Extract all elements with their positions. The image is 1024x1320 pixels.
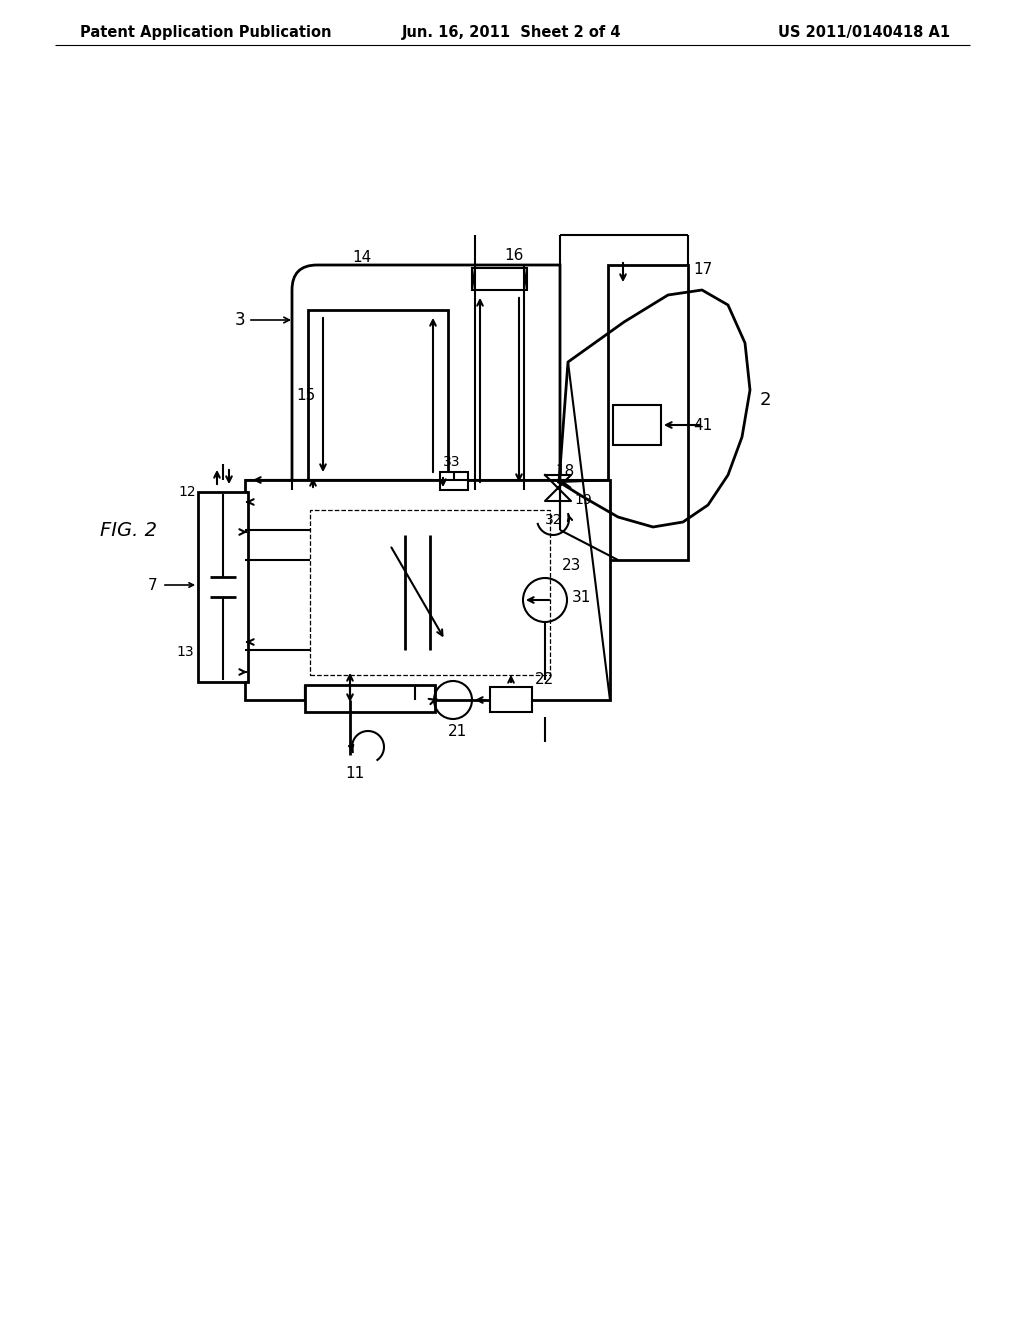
Text: 7: 7 — [148, 578, 158, 593]
Bar — [310, 510, 550, 675]
Text: FIG. 2: FIG. 2 — [100, 520, 157, 540]
Text: 33: 33 — [443, 455, 461, 469]
Text: 23: 23 — [562, 558, 582, 573]
Text: 22: 22 — [535, 672, 554, 686]
Bar — [198, 492, 248, 682]
Text: 3: 3 — [234, 312, 246, 329]
Text: Patent Application Publication: Patent Application Publication — [80, 25, 332, 40]
Text: 13: 13 — [176, 645, 194, 659]
Bar — [490, 686, 532, 711]
Text: 14: 14 — [352, 249, 372, 264]
Bar — [608, 265, 688, 560]
Text: Jun. 16, 2011  Sheet 2 of 4: Jun. 16, 2011 Sheet 2 of 4 — [402, 25, 622, 40]
Text: 11: 11 — [345, 766, 365, 780]
Text: 31: 31 — [572, 590, 592, 605]
Text: 15: 15 — [296, 388, 315, 403]
Bar — [245, 480, 610, 700]
Bar — [613, 405, 662, 445]
Bar — [305, 685, 435, 711]
Text: 16: 16 — [505, 248, 524, 264]
Text: 17: 17 — [693, 263, 713, 277]
Text: 12: 12 — [178, 484, 196, 499]
Bar — [308, 310, 449, 480]
Text: 21: 21 — [449, 723, 467, 738]
Bar — [440, 473, 468, 490]
Bar — [472, 268, 527, 290]
PathPatch shape — [292, 265, 560, 490]
Text: 18: 18 — [555, 465, 574, 479]
Text: US 2011/0140418 A1: US 2011/0140418 A1 — [778, 25, 950, 40]
Text: 32: 32 — [545, 513, 562, 527]
Text: 19: 19 — [574, 492, 592, 507]
Text: 2: 2 — [760, 391, 771, 409]
Text: 41: 41 — [693, 417, 713, 433]
